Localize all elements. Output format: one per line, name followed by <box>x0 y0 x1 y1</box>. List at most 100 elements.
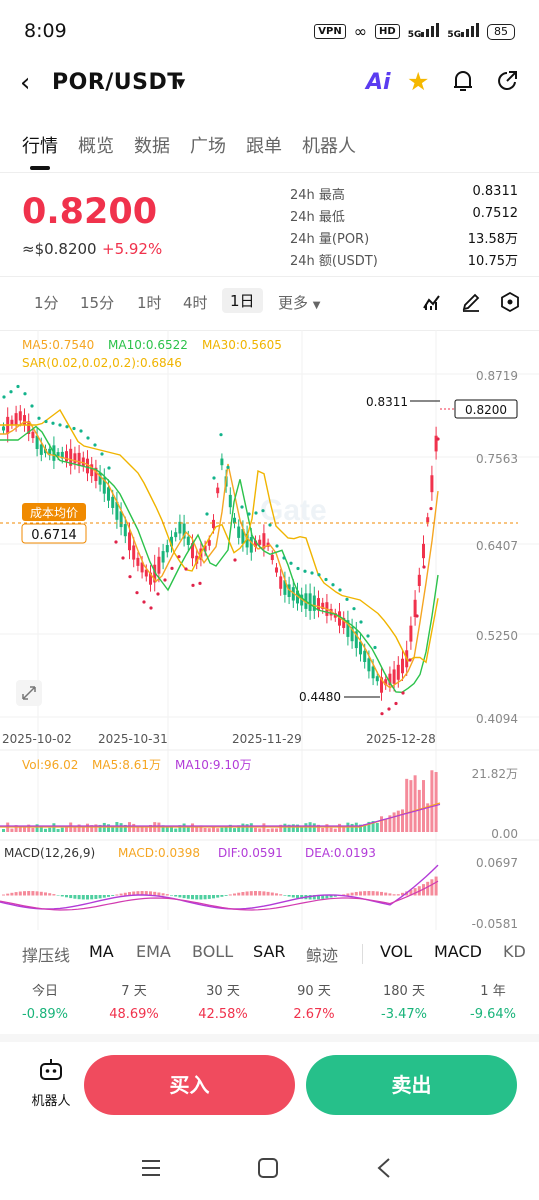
ind-kd[interactable]: KD <box>503 942 526 961</box>
share-icon[interactable] <box>495 69 519 99</box>
timeframe-4h[interactable]: 4时 <box>183 294 208 312</box>
candle <box>430 475 434 493</box>
timeframe-1m[interactable]: 1分 <box>34 294 59 312</box>
volume-bar <box>228 824 232 832</box>
candle <box>144 569 148 577</box>
star-icon[interactable]: ★ <box>407 67 430 96</box>
ind-macd[interactable]: MACD <box>434 942 482 961</box>
candle <box>132 545 136 560</box>
volume-bar <box>396 810 400 832</box>
y-tick: 0.6407 <box>476 539 518 553</box>
volume-bar <box>401 809 404 832</box>
bell-icon[interactable] <box>452 69 474 99</box>
ind-vol[interactable]: VOL <box>380 942 413 961</box>
sar-dot <box>373 645 377 650</box>
settings-hex-icon[interactable] <box>500 291 520 316</box>
stat-turnover: 24h 额(USDT) 10.75万 <box>290 250 518 269</box>
chevron-left-icon[interactable]: ‹ <box>20 68 31 98</box>
macd-bar <box>270 892 274 896</box>
macd-bar <box>18 891 22 896</box>
candle <box>262 533 266 549</box>
timeframe-more[interactable]: 更多 ▼ <box>278 292 321 313</box>
ind-whale[interactable]: 鲸迹 <box>306 946 339 965</box>
indicator-icon[interactable] <box>422 292 442 316</box>
ind-ema[interactable]: EMA <box>136 942 171 961</box>
tab-data[interactable]: 数据 <box>134 136 170 157</box>
macd-bar <box>199 895 203 900</box>
macd-bar <box>308 895 312 900</box>
macd-bar <box>153 891 157 896</box>
battery-icon: 85 <box>487 23 515 40</box>
stat-high: 24h 最高 0.8311 <box>290 184 518 203</box>
candle <box>195 555 199 564</box>
volume-bar <box>270 828 274 832</box>
y-tick: 0.5250 <box>476 629 518 643</box>
volume-bar <box>245 824 249 832</box>
tab-copy-trade[interactable]: 跟单 <box>246 136 282 157</box>
candle <box>77 452 81 466</box>
signal-icon-2: 5G <box>447 23 479 40</box>
macd-bar <box>279 894 283 896</box>
ind-boll[interactable]: BOLL <box>192 942 234 961</box>
macd-bar <box>170 895 173 896</box>
candle <box>157 556 161 574</box>
volume-bar <box>73 825 77 832</box>
volume-bar <box>90 825 94 832</box>
caret-down-icon[interactable]: ▼ <box>176 76 186 90</box>
bot-button[interactable]: 机器人 <box>28 1058 74 1109</box>
performance-row: 今日 -0.89% 7 天 48.69% 30 天 42.58% 90 天 2.67% … <box>0 980 539 1030</box>
volume-bar <box>304 823 308 832</box>
candle <box>254 540 257 547</box>
ind-ma[interactable]: MA <box>89 942 114 961</box>
sar-dot <box>212 476 216 480</box>
candle <box>401 658 404 674</box>
candle <box>338 611 341 626</box>
sell-button[interactable]: 卖出 <box>306 1055 517 1115</box>
ma5-line <box>0 421 439 689</box>
macd-bar <box>107 895 110 897</box>
candle <box>275 567 278 573</box>
volume-bar <box>149 824 152 832</box>
menu-icon[interactable] <box>140 1158 162 1178</box>
candle <box>350 627 354 642</box>
tab-overview[interactable]: 概览 <box>78 136 114 157</box>
sar-dot <box>198 581 202 585</box>
sar-dot <box>16 384 20 389</box>
back-nav-icon[interactable] <box>376 1157 392 1179</box>
pair-title[interactable]: POR/USDT <box>52 70 183 95</box>
vol-label: Vol:96.02 <box>22 758 78 772</box>
divider <box>0 172 539 173</box>
volume-bar <box>422 780 425 832</box>
timeframe-1d[interactable]: 1日 <box>222 288 263 313</box>
volume-bar <box>241 823 245 832</box>
ind-sar[interactable]: SAR <box>253 942 286 961</box>
volume-bar <box>312 823 316 832</box>
candle <box>321 602 325 609</box>
macd-bar <box>186 895 190 899</box>
tab-bots[interactable]: 机器人 <box>302 136 356 157</box>
sar-dot <box>2 395 6 399</box>
draw-pencil-icon[interactable] <box>461 292 481 316</box>
timeframe-15m[interactable]: 15分 <box>80 294 115 312</box>
ind-support-resistance[interactable]: 撑压线 <box>22 946 71 965</box>
ai-icon[interactable]: Ai <box>366 70 391 95</box>
macd-bar <box>258 891 262 896</box>
macd-bar <box>413 888 417 896</box>
timeframe-1h[interactable]: 1时 <box>137 294 162 312</box>
buy-button[interactable]: 买入 <box>84 1055 295 1115</box>
candle <box>81 457 85 467</box>
dif-line <box>0 864 439 910</box>
candle <box>23 415 26 426</box>
tab-market[interactable]: 行情 <box>22 122 58 170</box>
macd-bar <box>123 892 127 896</box>
home-icon[interactable] <box>257 1157 279 1179</box>
macd-bar <box>228 894 232 896</box>
tab-square[interactable]: 广场 <box>190 136 226 157</box>
candle <box>14 413 18 425</box>
candle <box>178 521 182 534</box>
kline-chart[interactable]: Gate MA5:0.7540 MA10:0.6522 MA30:0.5605 … <box>0 330 539 930</box>
vol-ma5-line <box>0 802 441 828</box>
macd-bar <box>77 895 81 900</box>
macd-bar <box>48 893 52 896</box>
macd-bar <box>111 895 115 896</box>
